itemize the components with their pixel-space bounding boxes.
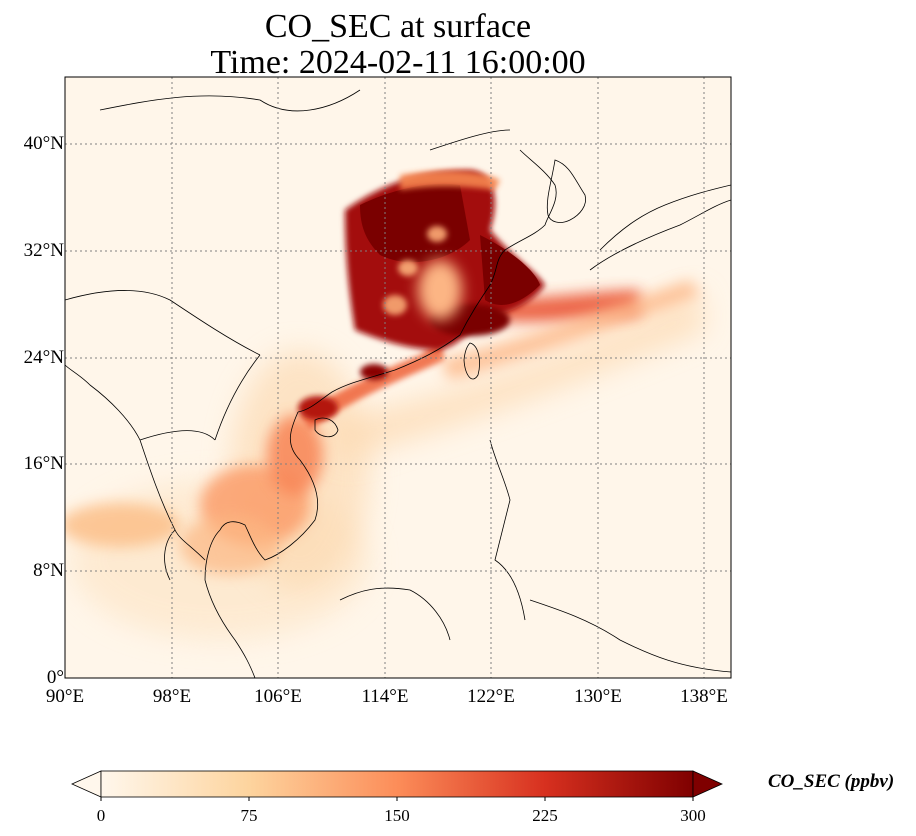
colorbar xyxy=(71,770,723,801)
y-tick-label: 0° xyxy=(46,667,64,688)
y-tick-label: 16°N xyxy=(23,453,64,474)
coastlines xyxy=(65,89,731,678)
x-tick-label: 106°E xyxy=(254,686,302,707)
co-plume-field xyxy=(65,170,705,640)
x-tick-label: 90°E xyxy=(45,686,85,707)
x-tick-label: 98°E xyxy=(152,686,192,707)
colorbar-label: CO_SEC (ppbv) xyxy=(768,771,895,792)
colorbar-tick-label: 75 xyxy=(240,806,258,825)
colorbar-min-extend xyxy=(71,770,102,798)
x-tick-label: 114°E xyxy=(361,686,409,707)
colorbar-tick-label: 0 xyxy=(96,806,106,825)
map-time-subtitle: Time: 2024-02-11 16:00:00 xyxy=(210,44,586,81)
colorbar-tick-label: 300 xyxy=(680,806,706,825)
map-title: CO_SEC at surface xyxy=(264,8,532,45)
y-tick-label: 40°N xyxy=(23,133,64,154)
y-tick-label: 8°N xyxy=(33,560,64,581)
colorbar-tick-label: 225 xyxy=(532,806,558,825)
colorbar-tick-label: 150 xyxy=(384,806,410,825)
colorbar-max-extend xyxy=(692,770,723,798)
y-tick-label: 32°N xyxy=(23,240,64,261)
x-tick-label: 138°E xyxy=(680,686,728,707)
x-tick-label: 130°E xyxy=(574,686,622,707)
y-tick-label: 24°N xyxy=(23,347,64,368)
colorbar-gradient xyxy=(100,770,694,798)
x-tick-label: 122°E xyxy=(467,686,515,707)
map-frame xyxy=(64,76,732,679)
